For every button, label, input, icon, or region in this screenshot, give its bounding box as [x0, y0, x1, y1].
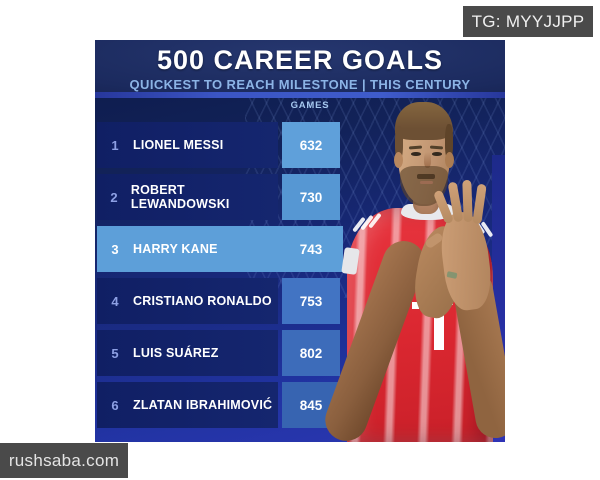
telekom-dot: [401, 302, 408, 309]
games-value: 753: [282, 278, 340, 324]
games-value: 632: [282, 122, 340, 168]
rank-label: 3: [111, 241, 119, 257]
player-name: ROBERT LEWANDOWSKI: [130, 183, 230, 211]
career-goals-poster: 500 CAREER GOALS QUICKEST TO REACH MILES…: [95, 40, 505, 442]
table-row: 5 LUIS SUÁREZ 802: [97, 330, 343, 376]
games-value: 802: [282, 330, 340, 376]
telekom-logo-icon: T: [401, 296, 477, 354]
table-row: 1 LIONEL MESSI 632: [97, 122, 343, 168]
poster-header: 500 CAREER GOALS QUICKEST TO REACH MILES…: [95, 40, 505, 92]
telekom-dot: [459, 302, 466, 309]
table-row: 4 CRISTIANO RONALDO 753: [97, 278, 343, 324]
player-name-bar: 4 CRISTIANO RONALDO: [97, 278, 278, 324]
telegram-watermark: TG: MYYJJPP: [463, 6, 593, 37]
table-row: 2 ROBERT LEWANDOWSKI 730: [97, 174, 343, 220]
player-name: CRISTIANO RONALDO: [133, 294, 272, 308]
header-divider: [95, 92, 505, 98]
poster-subtitle: QUICKEST TO REACH MILESTONE | THIS CENTU…: [129, 77, 471, 92]
player-name: LIONEL MESSI: [133, 138, 224, 152]
site-watermark: rushsaba.com: [0, 443, 128, 478]
player-name-bar: 6 ZLATAN IBRAHIMOVIĆ: [97, 382, 278, 428]
rank-label: 2: [110, 189, 118, 205]
games-value: 743: [299, 241, 323, 257]
games-value: 845: [282, 382, 340, 428]
poster-title: 500 CAREER GOALS: [156, 45, 444, 75]
player-name: HARRY KANE: [133, 242, 218, 256]
player-name: LUIS SUÁREZ: [133, 346, 219, 360]
rank-label: 6: [111, 397, 119, 413]
rank-label: 4: [111, 293, 119, 309]
rank-label: 1: [111, 137, 119, 153]
telekom-dot: [470, 302, 477, 309]
games-column-header: GAMES: [290, 100, 330, 111]
player-name: ZLATAN IBRAHIMOVIĆ: [133, 398, 273, 412]
background-right-band: [492, 155, 505, 442]
telekom-t-stem: [434, 296, 444, 350]
player-name-bar: 1 LIONEL MESSI: [97, 122, 278, 168]
telekom-dot: [412, 302, 419, 309]
player-name-bar: 3 HARRY KANE: [97, 226, 343, 272]
rank-label: 5: [111, 345, 119, 361]
player-name-bar: 5 LUIS SUÁREZ: [97, 330, 278, 376]
games-value: 730: [282, 174, 340, 220]
table-row-highlighted: 3 HARRY KANE 743: [97, 226, 343, 272]
table-row: 6 ZLATAN IBRAHIMOVIĆ 845: [97, 382, 343, 428]
player-name-bar: 2 ROBERT LEWANDOWSKI: [97, 174, 278, 220]
